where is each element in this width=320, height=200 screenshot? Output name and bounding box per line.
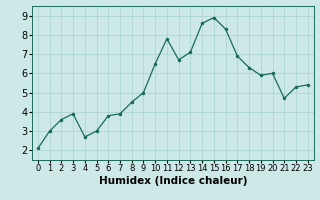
X-axis label: Humidex (Indice chaleur): Humidex (Indice chaleur)	[99, 176, 247, 186]
